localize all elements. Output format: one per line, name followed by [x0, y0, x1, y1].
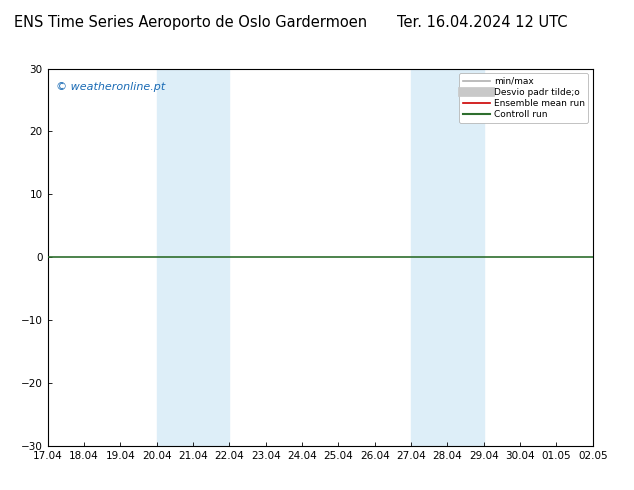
Text: ENS Time Series Aeroporto de Oslo Gardermoen: ENS Time Series Aeroporto de Oslo Garder… [14, 15, 366, 29]
Legend: min/max, Desvio padr tilde;o, Ensemble mean run, Controll run: min/max, Desvio padr tilde;o, Ensemble m… [460, 73, 588, 123]
Bar [411, 69, 484, 446]
Text: Ter. 16.04.2024 12 UTC: Ter. 16.04.2024 12 UTC [397, 15, 567, 29]
Text: © weatheronline.pt: © weatheronline.pt [56, 82, 165, 92]
Bar [157, 69, 230, 446]
